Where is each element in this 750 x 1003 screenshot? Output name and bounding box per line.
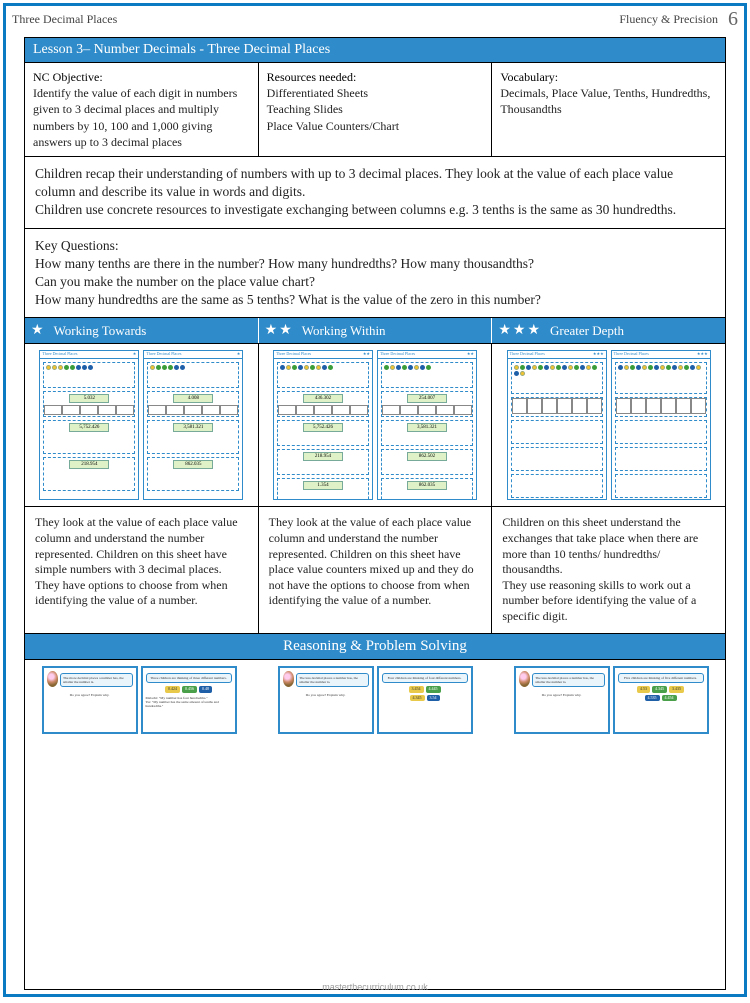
vocab-cell: Vocabulary: Decimals, Place Value, Tenth…: [492, 63, 725, 156]
diff-towards-label: Working Towards: [54, 323, 147, 339]
rps-thumb: The more decimal places a number has, th…: [42, 666, 138, 734]
top-bar: Three Decimal Places Fluency & Precision…: [6, 6, 744, 37]
objective-label: NC Objective:: [33, 70, 103, 84]
rps-row: The more decimal places a number has, th…: [25, 660, 725, 989]
vocab-label: Vocabulary:: [500, 70, 558, 84]
numbox: 5.032: [69, 394, 109, 403]
worksheets-row: Three Decimal Places★ 5.032 5,752.426 21…: [25, 344, 725, 507]
header-right: Fluency & Precision: [619, 12, 718, 27]
rps-thumb: Three children are thinking of three dif…: [141, 666, 237, 734]
vocab-text: Decimals, Place Value, Tenths, Hundredth…: [500, 86, 710, 116]
objective-text: Identify the value of each digit in numb…: [33, 86, 237, 149]
resources-text: Differentiated Sheets Teaching Slides Pl…: [267, 86, 399, 132]
resources-cell: Resources needed: Differentiated Sheets …: [259, 63, 493, 156]
key-questions-text: How many tenths are there in the number?…: [35, 256, 541, 307]
desc-depth: Children on this sheet understand the ex…: [492, 507, 725, 632]
rps-pair: The less decimal places a number has, th…: [514, 666, 709, 983]
descriptions-row: They look at the value of each place val…: [25, 507, 725, 633]
numbox: 1.354: [303, 481, 343, 490]
diff-depth-label: Greater Depth: [550, 323, 624, 339]
numbox: 218.954: [303, 452, 343, 461]
lesson-title-bar: Lesson 3– Number Decimals - Three Decima…: [25, 38, 725, 63]
star-icon: ★★★: [498, 322, 542, 339]
numbox: 5,752.426: [303, 423, 343, 432]
numbox: 436.302: [303, 394, 343, 403]
worksheet-thumb: Three Decimal Places★ 5.032 5,752.426 21…: [39, 350, 139, 500]
within-sheets: Three Decimal Places★★ 436.302 5,752.426…: [259, 344, 493, 506]
avatar-icon: [47, 671, 58, 687]
numbox: 218.954: [69, 460, 109, 469]
rps-thumb: The less decimal places a number has, th…: [278, 666, 374, 734]
star-icon: ★: [31, 322, 46, 339]
numbox: 862.035: [173, 460, 213, 469]
worksheet-thumb: Three Decimal Places★★ 254.007 3,581.321…: [377, 350, 477, 500]
content-box: Lesson 3– Number Decimals - Three Decima…: [24, 37, 726, 990]
differentiation-bar: ★ Working Towards ★★ Working Within ★★★ …: [25, 318, 725, 344]
worksheet-thumb: Three Decimal Places★★ 436.302 5,752.426…: [273, 350, 373, 500]
key-questions-block: Key Questions: How many tenths are there…: [25, 229, 725, 319]
header-right-group: Fluency & Precision 6: [619, 8, 738, 31]
objective-cell: NC Objective: Identify the value of each…: [25, 63, 259, 156]
rps-pair: The less decimal places a number has, th…: [278, 666, 473, 983]
rps-title-bar: Reasoning & Problem Solving: [25, 634, 725, 660]
towards-sheets: Three Decimal Places★ 5.032 5,752.426 21…: [25, 344, 259, 506]
info-row: NC Objective: Identify the value of each…: [25, 63, 725, 157]
numbox: 254.007: [407, 394, 447, 403]
avatar-icon: [283, 671, 295, 687]
page-number: 6: [728, 8, 738, 31]
numbox: 862.035: [407, 481, 447, 490]
diff-within-label: Working Within: [302, 323, 386, 339]
footer-text: masterthecurriculum.co.uk: [6, 982, 744, 992]
diff-towards-header: ★ Working Towards: [25, 318, 259, 343]
worksheet-thumb: Three Decimal Places★ 4.008 3,581.321 86…: [143, 350, 243, 500]
header-left: Three Decimal Places: [12, 12, 117, 27]
diff-depth-header: ★★★ Greater Depth: [492, 318, 725, 343]
diff-within-header: ★★ Working Within: [259, 318, 493, 343]
desc-towards: They look at the value of each place val…: [25, 507, 259, 632]
page-frame: Three Decimal Places Fluency & Precision…: [3, 3, 747, 997]
recap-paragraph: Children recap their understanding of nu…: [25, 157, 725, 229]
worksheet-thumb: Three Decimal Places★★★: [507, 350, 607, 500]
key-questions-label: Key Questions:: [35, 238, 119, 253]
rps-pair: The more decimal places a number has, th…: [42, 666, 237, 983]
desc-within: They look at the value of each place val…: [259, 507, 493, 632]
numbox: 3,581.321: [173, 423, 213, 432]
numbox: 5,752.426: [69, 423, 109, 432]
numbox: 3,581.321: [407, 423, 447, 432]
numbox: 862.502: [407, 452, 447, 461]
rps-thumb: The less decimal places a number has, th…: [514, 666, 610, 734]
rps-thumb: Four children are thinking of four diffe…: [377, 666, 473, 734]
worksheet-thumb: Three Decimal Places★★★: [611, 350, 711, 500]
numbox: 4.008: [173, 394, 213, 403]
rps-thumb: Five children are thinking of five diffe…: [613, 666, 709, 734]
depth-sheets: Three Decimal Places★★★ Three Decimal Pl…: [492, 344, 725, 506]
avatar-icon: [519, 671, 531, 687]
resources-label: Resources needed:: [267, 70, 357, 84]
star-icon: ★★: [265, 322, 294, 339]
